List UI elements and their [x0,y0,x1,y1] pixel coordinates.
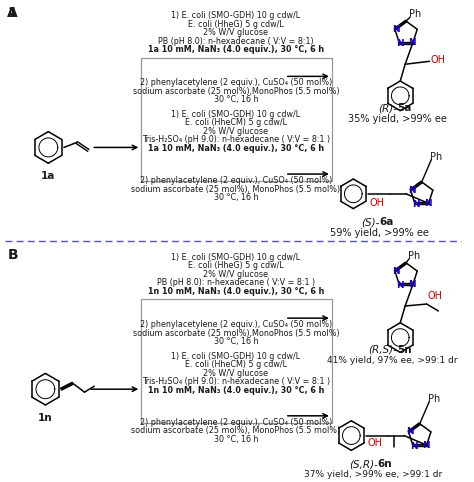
Text: 1a 10 mM, NaN₃ (4.0 equiv.), 30 °C, 6 h: 1a 10 mM, NaN₃ (4.0 equiv.), 30 °C, 6 h [148,45,324,54]
Text: 2) phenylacetylene (2 equiv.), CuSO₄ (50 mol%): 2) phenylacetylene (2 equiv.), CuSO₄ (50… [140,176,332,185]
Text: 41% yield, 97% ee, >99:1 dr: 41% yield, 97% ee, >99:1 dr [327,356,457,364]
Text: B: B [7,248,18,262]
Bar [141,58,332,181]
Text: N: N [408,186,415,195]
Text: OH: OH [367,439,383,448]
Text: Ph: Ph [408,251,420,261]
Text: PB (pH 8.0): n-hexadecane ( V:V = 8:1): PB (pH 8.0): n-hexadecane ( V:V = 8:1) [158,37,314,46]
Text: 5n: 5n [397,345,412,355]
Text: 1n 10 mM, NaN₃ (4.0 equiv.), 30 °C, 6 h: 1n 10 mM, NaN₃ (4.0 equiv.), 30 °C, 6 h [148,386,324,395]
Text: 2% W/V glucose: 2% W/V glucose [203,369,268,378]
Text: 1: 1 [7,6,17,20]
Text: E. coli (HheG) 5 g cdw/L: E. coli (HheG) 5 g cdw/L [188,20,284,29]
Text: E. coli (HheCM) 5 g cdw/L: E. coli (HheCM) 5 g cdw/L [185,360,287,369]
Text: OH: OH [369,198,384,208]
Text: N: N [408,280,416,289]
Text: 1a: 1a [41,171,55,181]
Text: 2% W/V glucose: 2% W/V glucose [203,270,268,279]
Text: E. coli (HheCM) 5 g cdw/L: E. coli (HheCM) 5 g cdw/L [185,119,287,127]
Text: Ph: Ph [429,152,442,162]
Text: 2) phenylacetylene (2 equiv.), CuSO₄ (50 mol%): 2) phenylacetylene (2 equiv.), CuSO₄ (50… [140,320,332,329]
Text: 37% yield, >99% ee, >99:1 dr: 37% yield, >99% ee, >99:1 dr [304,470,442,479]
Text: N: N [392,267,400,276]
Text: 5a: 5a [397,103,411,113]
Text: OH: OH [430,55,446,65]
Text: N: N [396,281,404,290]
Text: 1) E. coli (SMO-GDH) 10 g cdw/L: 1) E. coli (SMO-GDH) 10 g cdw/L [172,11,301,20]
Text: sodium ascorbate (25 mol%), MonoPhos (5.5 mol%): sodium ascorbate (25 mol%), MonoPhos (5.… [131,426,340,435]
Text: 6a: 6a [380,217,394,228]
Text: N: N [412,200,419,209]
Text: Ph: Ph [428,394,440,404]
Text: 2) phenylacetylene (2 equiv.), CuSO₄ (50 mol%): 2) phenylacetylene (2 equiv.), CuSO₄ (50… [140,79,332,87]
Text: 2) phenylacetylene (2 equiv.), CuSO₄ (50 mol%): 2) phenylacetylene (2 equiv.), CuSO₄ (50… [140,418,332,427]
Text: OH: OH [428,291,443,301]
Text: 1n 10 mM, NaN₃ (4.0 equiv.), 30 °C, 6 h: 1n 10 mM, NaN₃ (4.0 equiv.), 30 °C, 6 h [148,287,324,296]
Text: N: N [406,428,413,436]
Text: N: N [424,199,431,208]
Text: sodium ascorbate (25 mol%),MonoPhos (5.5 mol%): sodium ascorbate (25 mol%),MonoPhos (5.5… [133,87,339,96]
Text: 2% W/V glucose: 2% W/V glucose [203,127,268,136]
Text: 59% yield, >99% ee: 59% yield, >99% ee [330,228,429,238]
Text: (S)-: (S)- [361,217,380,228]
Text: 1) E. coli (SMO-GDH) 10 g cdw/L: 1) E. coli (SMO-GDH) 10 g cdw/L [172,352,301,361]
Text: Tris-H₂SO₄ (pH 9.0): n-hexadecane ( V:V = 8:1 ): Tris-H₂SO₄ (pH 9.0): n-hexadecane ( V:V … [142,377,330,386]
Text: (S,R)-: (S,R)- [349,459,378,469]
Text: PB (pH 8.0): n-hexadecane ( V:V = 8:1 ): PB (pH 8.0): n-hexadecane ( V:V = 8:1 ) [157,279,315,287]
Text: N: N [410,442,418,451]
Text: 1) E. coli (SMO-GDH) 10 g cdw/L: 1) E. coli (SMO-GDH) 10 g cdw/L [172,110,301,119]
Text: Tris-H₂SO₄ (pH 9.0): n-hexadecane ( V:V = 8:1 ): Tris-H₂SO₄ (pH 9.0): n-hexadecane ( V:V … [142,135,330,145]
Text: (R,S)-: (R,S)- [368,345,397,355]
Text: 30 °C, 16 h: 30 °C, 16 h [214,435,258,444]
Text: Ph: Ph [409,9,421,19]
Text: 1n: 1n [38,413,53,423]
Text: N: N [408,38,416,47]
Text: 30 °C, 16 h: 30 °C, 16 h [214,337,258,346]
Text: sodium ascorbate (25 mol%), MonoPhos (5.5 mol%): sodium ascorbate (25 mol%), MonoPhos (5.… [131,185,340,194]
Text: N: N [396,39,404,48]
Text: N: N [392,25,400,34]
Text: 30 °C, 16 h: 30 °C, 16 h [214,193,258,202]
Bar [141,299,332,423]
Text: 35% yield, >99% ee: 35% yield, >99% ee [348,114,447,124]
Text: A: A [7,6,18,20]
Text: sodium ascorbate (25 mol%),MonoPhos (5.5 mol%): sodium ascorbate (25 mol%),MonoPhos (5.5… [133,329,339,337]
Text: 30 °C, 16 h: 30 °C, 16 h [214,95,258,104]
Text: N: N [422,441,429,450]
Text: 6n: 6n [378,459,392,469]
Text: 2% W/V glucose: 2% W/V glucose [203,28,268,37]
Text: E. coli (HheG) 5 g cdw/L: E. coli (HheG) 5 g cdw/L [188,262,284,270]
Text: 1) E. coli (SMO-GDH) 10 g cdw/L: 1) E. coli (SMO-GDH) 10 g cdw/L [172,253,301,262]
Text: (R)-: (R)- [378,103,397,113]
Text: 1a 10 mM, NaN₃ (4.0 equiv.), 30 °C, 6 h: 1a 10 mM, NaN₃ (4.0 equiv.), 30 °C, 6 h [148,144,324,153]
